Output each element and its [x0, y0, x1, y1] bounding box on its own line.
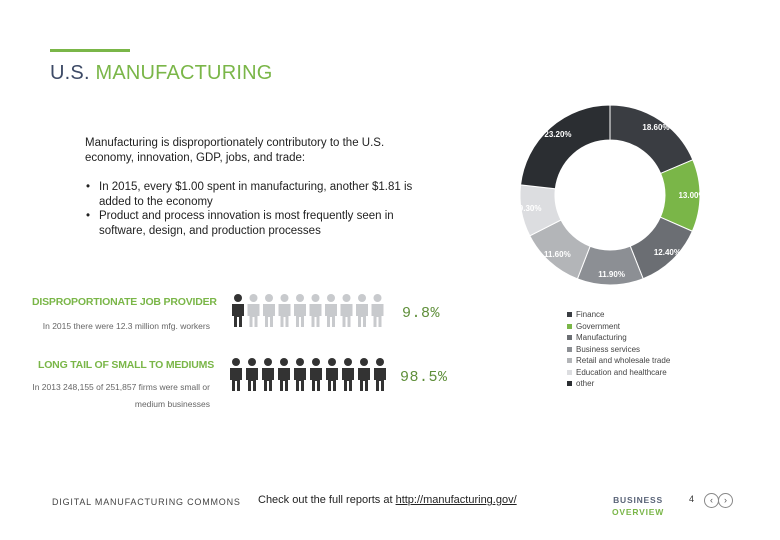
- person-icon: [294, 358, 306, 391]
- job-provider-subtext: In 2015 there were 12.3 million mfg. wor…: [42, 321, 210, 331]
- legend-swatch: [567, 358, 572, 364]
- title-rest: MANUFACTURING: [89, 62, 273, 84]
- legend-swatch: [567, 381, 572, 387]
- person-icon: [230, 358, 242, 391]
- person-icon: [278, 358, 290, 391]
- donut-legend: Finance Government Manufacturing Business s…: [567, 309, 670, 390]
- person-icon: [356, 294, 368, 327]
- legend-label: Government: [576, 321, 621, 331]
- person-icon: [262, 358, 274, 391]
- person-icon: [325, 294, 337, 327]
- bullet-item: Product and process innovation is most f…: [85, 209, 415, 238]
- page-number: 4: [689, 494, 695, 504]
- legend-swatch: [567, 312, 572, 318]
- chevron-left-icon[interactable]: ‹: [704, 493, 719, 508]
- person-icon: [326, 358, 338, 391]
- bullet-item: In 2015, every $1.00 spent in manufactur…: [85, 180, 415, 209]
- section-label-line1: BUSINESS: [613, 495, 663, 505]
- donut-slice-label: 23.20%: [544, 129, 572, 139]
- job-provider-people-row: [232, 294, 384, 327]
- person-icon: [309, 294, 322, 327]
- donut-slice-label: 13.00%: [678, 190, 706, 200]
- chevron-right-icon[interactable]: ›: [718, 493, 733, 508]
- section-label-line2: OVERVIEW: [612, 507, 665, 517]
- small-medium-heading: LONG TAIL OF SMALL TO MEDIUMS: [38, 359, 215, 371]
- person-icon: [371, 294, 384, 327]
- donut-slice: [520, 104, 611, 190]
- legend-label: Education and healthcare: [576, 367, 667, 377]
- person-icon: [358, 358, 370, 391]
- legend-item: other: [567, 378, 670, 390]
- person-icon: [263, 294, 275, 327]
- person-icon: [232, 294, 244, 327]
- legend-label: other: [576, 379, 595, 388]
- page-title: U.S. MANUFACTURING: [50, 62, 273, 85]
- industry-share-donut-chart: [519, 104, 701, 286]
- legend-item: Business services: [567, 344, 670, 356]
- person-icon: [310, 358, 322, 391]
- donut-slice-label: 9.30%: [518, 204, 542, 214]
- job-provider-heading: DISPROPORTIONATE JOB PROVIDER: [32, 296, 217, 308]
- job-provider-value: 9.8%: [402, 305, 441, 322]
- legend-swatch: [567, 335, 572, 341]
- legend-swatch: [567, 369, 572, 375]
- footer-brand: DIGITAL MANUFACTURING COMMONS: [52, 497, 241, 507]
- person-icon: [246, 358, 258, 391]
- legend-swatch: [567, 346, 572, 352]
- legend-item: Manufacturing: [567, 332, 670, 344]
- small-medium-value: 98.5%: [400, 369, 448, 386]
- person-icon: [294, 294, 306, 327]
- small-medium-subtext-line2: medium businesses: [134, 399, 210, 409]
- manufacturing-gov-link[interactable]: http://manufacturing.gov/: [395, 494, 517, 506]
- legend-label: Manufacturing: [576, 333, 627, 342]
- legend-label: Business services: [576, 344, 641, 354]
- legend-swatch: [567, 323, 572, 329]
- footer-section-label: BUSINESS OVERVIEW: [612, 494, 664, 518]
- small-medium-subtext: In 2013 248,155 of 251,857 firms were sm…: [30, 379, 210, 413]
- legend-label: Finance: [576, 310, 605, 319]
- legend-item: Education and healthcare: [567, 367, 670, 379]
- person-icon: [340, 294, 353, 327]
- legend-label: Retail and wholesale trade: [576, 356, 671, 365]
- title-accent-rule: [50, 49, 130, 52]
- footer-link-text: Check out the full reports at http://man…: [258, 494, 517, 506]
- intro-text: Manufacturing is disproportionately cont…: [85, 137, 385, 164]
- title-lead: U.S.: [50, 62, 90, 84]
- donut-slice: [609, 104, 694, 175]
- person-icon: [374, 358, 386, 391]
- person-icon: [342, 358, 354, 391]
- legend-item: Government: [567, 321, 670, 333]
- bullet-list: In 2015, every $1.00 spent in manufactur…: [85, 180, 415, 238]
- donut-slice-label: 11.90%: [598, 270, 625, 280]
- donut-slice-label: 11.60%: [544, 249, 571, 259]
- donut-slice-label: 12.40%: [653, 247, 681, 257]
- legend-item: Retail and wholesale trade: [567, 355, 670, 367]
- small-medium-subtext-line1: In 2013 248,155 of 251,857 firms were sm…: [32, 382, 210, 392]
- person-icon: [247, 294, 260, 327]
- person-icon: [278, 294, 291, 327]
- legend-item: Finance: [567, 309, 670, 321]
- donut-slice-label: 18.60%: [642, 122, 670, 132]
- small-medium-people-row: [230, 358, 386, 391]
- footer-link-prefix: Check out the full reports at: [258, 494, 396, 506]
